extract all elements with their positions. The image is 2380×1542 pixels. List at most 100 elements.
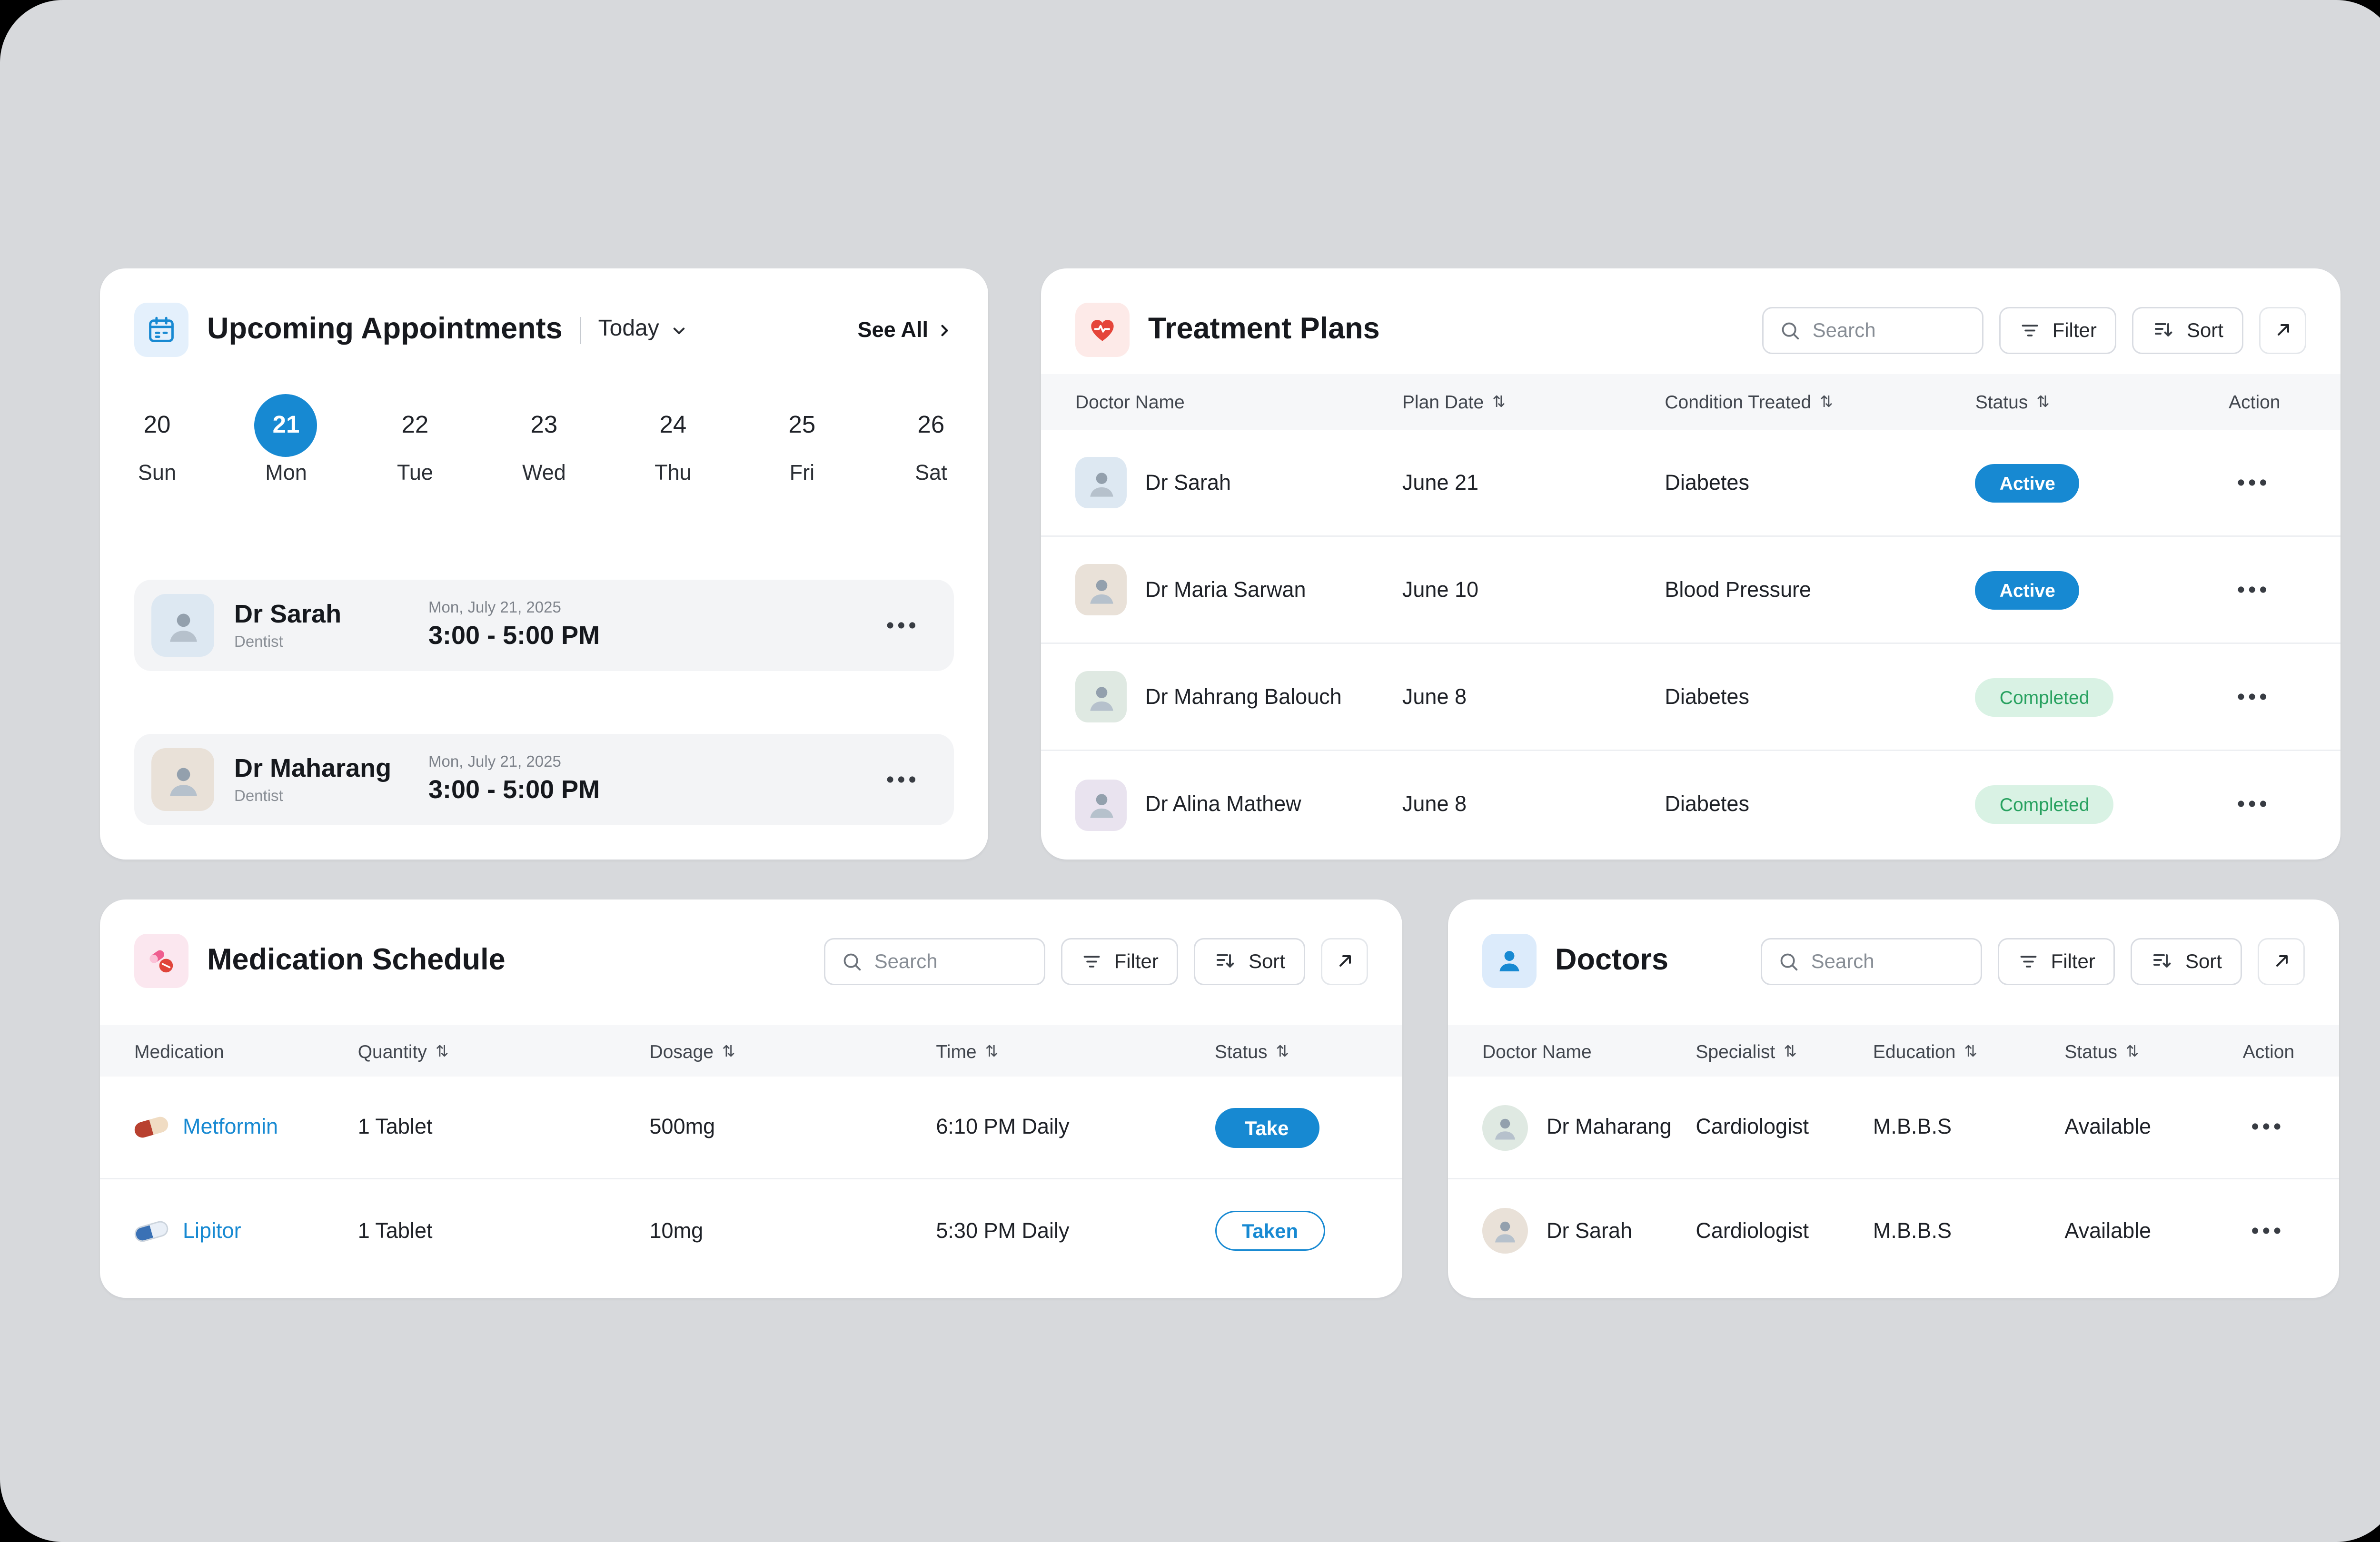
expand-button[interactable] bbox=[2259, 306, 2306, 354]
appointments-list: Dr Sarah Dentist Mon, July 21, 2025 3:00… bbox=[134, 580, 954, 825]
table-header: Doctor Name Plan Date Condition Treated … bbox=[1041, 374, 2340, 430]
see-all-button[interactable]: See All bbox=[858, 318, 954, 342]
column-header-action: Action bbox=[2242, 1040, 2295, 1062]
sort-arrows-icon bbox=[2126, 1043, 2139, 1059]
day-cell-mon-selected[interactable]: 21 Mon bbox=[249, 394, 323, 485]
expand-icon bbox=[2271, 318, 2294, 341]
doctor-role: Dentist bbox=[234, 634, 283, 651]
appointment-date: Mon, July 21, 2025 bbox=[428, 754, 561, 771]
dosage: 10mg bbox=[649, 1218, 704, 1243]
taken-button[interactable]: Taken bbox=[1214, 1211, 1326, 1251]
doctor-name: Dr Sarah bbox=[1145, 470, 1231, 495]
sort-icon bbox=[1214, 949, 1237, 972]
filter-button[interactable]: Filter bbox=[1999, 306, 2117, 354]
doctor-name: Dr Mahrang Balouch bbox=[1145, 684, 1342, 709]
search-icon bbox=[842, 950, 863, 972]
treatment-plans-card: Treatment Plans Filter bbox=[1041, 268, 2340, 860]
condition-treated: Diabetes bbox=[1665, 684, 1749, 709]
appointment-item[interactable]: Dr Sarah Dentist Mon, July 21, 2025 3:00… bbox=[134, 580, 954, 671]
doctor-avatar bbox=[1482, 1208, 1528, 1254]
row-actions-button[interactable] bbox=[2229, 788, 2279, 821]
ellipsis-icon bbox=[2237, 578, 2271, 602]
column-header-plan-date[interactable]: Plan Date bbox=[1402, 391, 1665, 413]
doctor-person-icon bbox=[1482, 934, 1537, 988]
search-box[interactable] bbox=[1762, 306, 1984, 354]
doctor-name: Dr Alina Mathew bbox=[1145, 792, 1301, 817]
period-dropdown[interactable]: Today bbox=[598, 317, 688, 343]
doctor-avatar bbox=[151, 748, 214, 811]
day-cell-thu[interactable]: 24 Thu bbox=[654, 411, 692, 485]
column-header-status[interactable]: Status bbox=[2064, 1040, 2242, 1062]
appointment-options-button[interactable] bbox=[878, 609, 928, 642]
filter-icon bbox=[2018, 950, 2040, 972]
expand-icon bbox=[2270, 949, 2293, 972]
medication-name-link[interactable]: Metformin bbox=[183, 1115, 278, 1139]
appointment-item[interactable]: Dr Maharang Dentist Mon, July 21, 2025 3… bbox=[134, 734, 954, 825]
table-header: Medication Quantity Dosage Time Status bbox=[100, 1025, 1402, 1077]
search-input[interactable] bbox=[874, 949, 1029, 972]
quantity: 1 Tablet bbox=[357, 1218, 433, 1243]
ellipsis-icon bbox=[2237, 471, 2271, 495]
dosage: 500mg bbox=[649, 1115, 715, 1139]
column-header-dosage[interactable]: Dosage bbox=[650, 1040, 936, 1062]
column-header-status[interactable]: Status bbox=[1215, 1040, 1402, 1062]
page-title: Treatment Plans bbox=[1148, 313, 1380, 346]
expand-button[interactable] bbox=[2258, 937, 2305, 985]
column-header-education[interactable]: Education bbox=[1873, 1040, 2064, 1062]
sort-button[interactable]: Sort bbox=[1194, 937, 1305, 985]
sort-button[interactable]: Sort bbox=[2131, 937, 2242, 985]
condition-treated: Diabetes bbox=[1665, 792, 1749, 817]
table-row: Dr Sarah Cardiologist M.B.B.S Available bbox=[1448, 1179, 2339, 1282]
capsule-icon bbox=[132, 1218, 170, 1243]
filter-button[interactable]: Filter bbox=[1998, 937, 2115, 985]
status-badge: Completed bbox=[1975, 785, 2114, 824]
search-box[interactable] bbox=[1761, 937, 1983, 985]
row-actions-button[interactable] bbox=[2243, 1215, 2293, 1247]
time: 6:10 PM Daily bbox=[936, 1115, 1070, 1139]
day-cell-sat[interactable]: 26 Sat bbox=[915, 411, 947, 485]
column-header-quantity[interactable]: Quantity bbox=[358, 1040, 650, 1062]
condition-treated: Blood Pressure bbox=[1665, 577, 1812, 602]
sort-arrows-icon bbox=[2036, 394, 2050, 410]
day-cell-wed[interactable]: 23 Wed bbox=[522, 411, 566, 485]
expand-icon bbox=[1333, 949, 1356, 972]
expand-button[interactable] bbox=[1321, 937, 1368, 985]
column-header-status[interactable]: Status bbox=[1975, 391, 2229, 413]
medication-schedule-card: Medication Schedule Filter bbox=[100, 900, 1402, 1298]
appointment-options-button[interactable] bbox=[878, 763, 928, 796]
column-header-specialist[interactable]: Specialist bbox=[1696, 1040, 1873, 1062]
row-actions-button[interactable] bbox=[2229, 681, 2279, 713]
filter-button[interactable]: Filter bbox=[1061, 937, 1179, 985]
search-input[interactable] bbox=[1812, 318, 1967, 341]
doctor-name: Dr Sarah bbox=[1547, 1218, 1633, 1243]
day-cell-tue[interactable]: 22 Tue bbox=[397, 411, 433, 485]
date-strip: 20 Sun 21 Mon 22 Tue 23 Wed 24 Thu 25 Fr… bbox=[100, 394, 988, 485]
plan-date: June 8 bbox=[1402, 684, 1467, 709]
sort-icon bbox=[2151, 949, 2174, 972]
take-button[interactable]: Take bbox=[1214, 1107, 1319, 1147]
row-actions-button[interactable] bbox=[2243, 1111, 2293, 1144]
filter-icon bbox=[1081, 950, 1103, 972]
heart-pulse-icon bbox=[1075, 303, 1130, 357]
day-cell-fri[interactable]: 25 Fri bbox=[788, 411, 816, 485]
ellipsis-icon bbox=[2251, 1219, 2285, 1243]
status-badge: Active bbox=[1975, 570, 2080, 609]
specialist: Cardiologist bbox=[1696, 1218, 1809, 1243]
row-actions-button[interactable] bbox=[2229, 573, 2279, 606]
column-header-condition-treated[interactable]: Condition Treated bbox=[1665, 391, 1975, 413]
table-row: Dr Maharang Cardiologist M.B.B.S Availab… bbox=[1448, 1077, 2339, 1179]
day-cell-sun[interactable]: 20 Sun bbox=[138, 411, 177, 485]
doctor-avatar bbox=[1075, 457, 1127, 508]
sort-arrows-icon bbox=[1784, 1043, 1797, 1059]
search-input[interactable] bbox=[1811, 949, 1965, 972]
medication-name-link[interactable]: Lipitor bbox=[183, 1218, 241, 1243]
sort-arrows-icon bbox=[1820, 394, 1833, 410]
search-icon bbox=[1780, 319, 1801, 341]
sort-button[interactable]: Sort bbox=[2132, 306, 2243, 354]
column-header-time[interactable]: Time bbox=[936, 1040, 1214, 1062]
capsule-icon bbox=[132, 1115, 170, 1140]
sort-arrows-icon bbox=[722, 1043, 735, 1059]
doctor-name: Dr Maharang bbox=[234, 754, 392, 782]
row-actions-button[interactable] bbox=[2229, 466, 2279, 499]
search-box[interactable] bbox=[824, 937, 1046, 985]
